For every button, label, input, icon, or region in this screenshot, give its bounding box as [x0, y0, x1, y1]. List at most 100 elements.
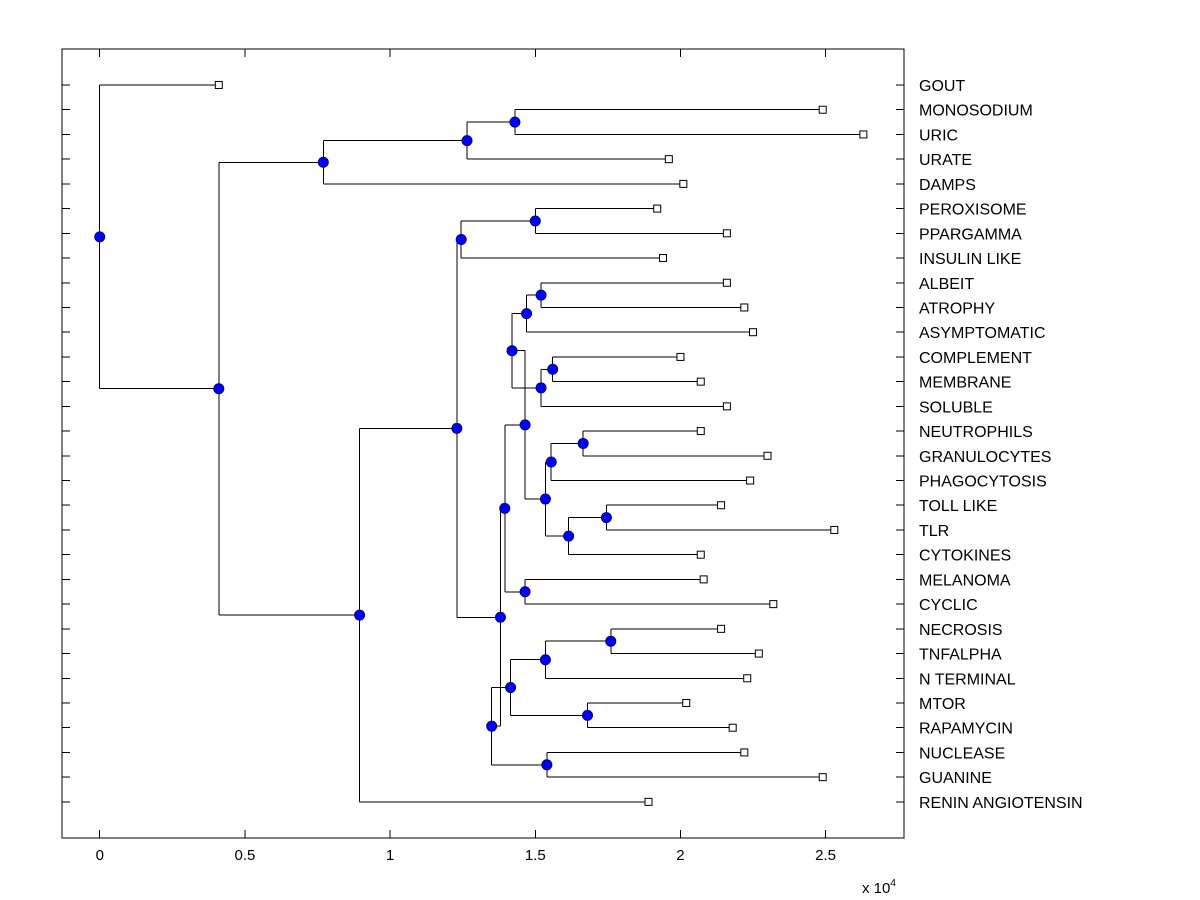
node-marker: [94, 231, 106, 243]
leaf-label: RENIN ANGIOTENSIN: [919, 795, 1083, 812]
leaf-label: ASYMPTOMATIC: [919, 325, 1046, 342]
node-marker: [577, 437, 589, 449]
x-tick-label: 2: [676, 847, 684, 864]
leaf-label: GOUT: [919, 78, 965, 95]
leaf-label: URIC: [919, 127, 958, 144]
leaf-marker: [859, 130, 868, 139]
leaf-label: CYCLIC: [919, 597, 978, 614]
leaf-label: MEMBRANE: [919, 375, 1011, 392]
leaf-marker: [214, 81, 223, 89]
node-marker: [486, 720, 498, 732]
leaf-label: ATROPHY: [919, 300, 995, 317]
leaf-label: PPARGAMMA: [919, 226, 1022, 243]
node-marker: [499, 502, 511, 514]
leaf-marker: [696, 427, 705, 436]
leaf-label: MTOR: [919, 696, 966, 713]
leaf-marker: [749, 328, 758, 337]
node-marker: [506, 345, 518, 357]
node-marker: [521, 308, 533, 320]
node-marker: [541, 759, 553, 771]
x-multiplier-base: x 10: [862, 880, 890, 897]
node-marker: [505, 682, 517, 694]
leaf-marker: [722, 402, 731, 411]
x-multiplier-exponent: 4: [890, 878, 896, 889]
leaf-marker: [717, 501, 726, 510]
leaf-label: TNFALPHA: [919, 647, 1002, 664]
leaf-marker: [818, 105, 827, 114]
leaf-labels: GOUT MONOSODIUM URIC URATE DAMPS PEROXISOME PP…: [919, 78, 1083, 812]
node-marker: [545, 456, 557, 468]
leaf-marker: [728, 723, 737, 732]
leaf-marker: [659, 254, 668, 263]
leaf-marker: [696, 377, 705, 386]
x-tick-label: 1: [386, 847, 394, 864]
node-markers: [94, 81, 868, 806]
leaf-marker: [679, 179, 688, 188]
node-marker: [317, 156, 329, 168]
leaf-marker: [722, 229, 731, 238]
leaf-marker: [740, 748, 749, 757]
node-marker: [519, 586, 531, 598]
leaf-label: COMPLEMENT: [919, 350, 1032, 367]
leaf-label: TOLL LIKE: [919, 498, 997, 515]
leaf-label: ALBEIT: [919, 276, 974, 293]
axes-frame: [61, 48, 905, 839]
leaf-marker: [664, 155, 673, 164]
node-marker: [509, 116, 521, 128]
leaf-label: CYTOKINES: [919, 548, 1011, 565]
leaf-marker: [740, 303, 749, 312]
leaf-marker: [830, 525, 839, 534]
leaf-marker: [818, 773, 827, 782]
leaf-label: N TERMINAL: [919, 671, 1016, 688]
leaf-label: MELANOMA: [919, 572, 1011, 589]
node-marker: [354, 609, 366, 621]
leaf-marker: [676, 352, 685, 361]
leaf-label: GUANINE: [919, 770, 992, 787]
leaf-label: SOLUBLE: [919, 399, 993, 416]
leaf-label: TLR: [919, 523, 949, 540]
leaf-marker: [717, 624, 726, 633]
axes: 0 0.5 1 1.5 2 2.5: [61, 48, 905, 864]
leaf-marker: [754, 649, 763, 658]
node-marker: [535, 382, 547, 394]
leaf-marker: [696, 550, 705, 559]
leaf-label: NUCLEASE: [919, 745, 1005, 762]
node-marker: [535, 289, 547, 301]
leaf-label: NEUTROPHILS: [919, 424, 1033, 441]
node-marker: [213, 383, 225, 395]
node-marker: [539, 654, 551, 666]
node-marker: [451, 422, 463, 434]
leaf-label: INSULIN LIKE: [919, 251, 1021, 268]
node-marker: [605, 635, 617, 647]
x-tick-label: 0.5: [234, 847, 255, 864]
node-marker: [461, 135, 473, 147]
node-marker: [600, 512, 612, 524]
leaf-label: URATE: [919, 152, 972, 169]
x-multiplier-label: x 104: [862, 878, 896, 897]
leaf-marker: [769, 600, 778, 609]
leaf-label: GRANULOCYTES: [919, 449, 1051, 466]
node-marker: [494, 611, 506, 623]
leaf-label: NECROSIS: [919, 622, 1003, 639]
x-tick-label: 0: [96, 847, 104, 864]
node-marker: [519, 419, 531, 431]
leaf-marker: [644, 797, 653, 806]
node-marker: [539, 493, 551, 505]
leaf-marker: [699, 575, 708, 584]
x-tick-label: 1.5: [525, 847, 546, 864]
node-marker: [547, 363, 559, 375]
leaf-label: DAMPS: [919, 177, 976, 194]
leaf-marker: [722, 278, 731, 287]
node-marker: [582, 709, 594, 721]
leaf-marker: [763, 451, 772, 460]
node-marker: [455, 234, 467, 245]
leaf-marker: [743, 674, 752, 683]
leaf-label: RAPAMYCIN: [919, 721, 1013, 738]
leaf-marker: [746, 476, 755, 485]
node-marker: [529, 215, 541, 227]
leaf-marker: [682, 699, 691, 707]
leaf-label: PEROXISOME: [919, 202, 1027, 219]
leaf-marker: [653, 204, 662, 213]
